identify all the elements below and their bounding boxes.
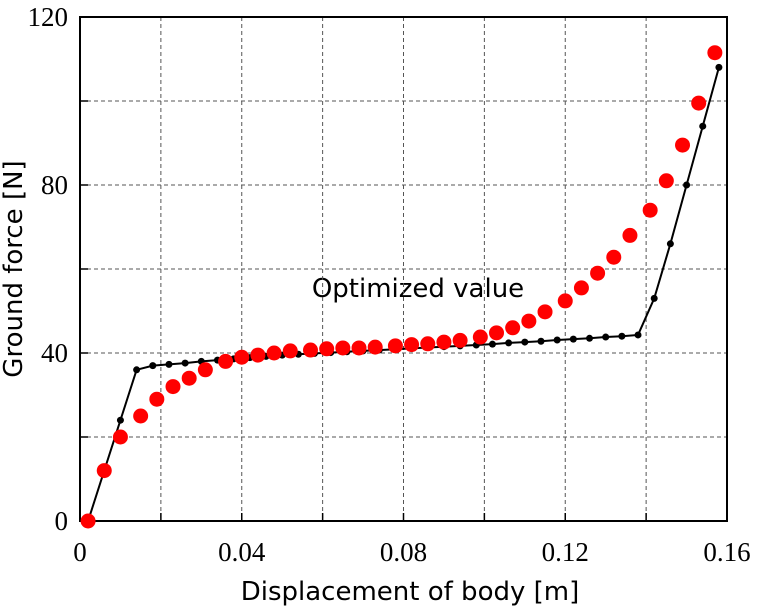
data-point: [691, 95, 707, 111]
data-point: [590, 265, 606, 281]
data-point: [488, 340, 496, 348]
x-tick-label: 0.08: [380, 537, 427, 567]
data-point: [133, 366, 141, 374]
y-tick-label: 0: [55, 506, 69, 536]
data-point: [650, 294, 658, 302]
data-point: [586, 334, 594, 342]
data-point: [489, 325, 505, 341]
data-point: [149, 391, 165, 407]
data-point: [112, 429, 128, 445]
data-point: [715, 63, 723, 71]
data-point: [452, 332, 468, 348]
data-point: [521, 313, 537, 329]
data-point: [658, 173, 674, 189]
data-point: [618, 332, 626, 340]
y-axis-label: Ground force [N]: [0, 160, 29, 377]
annotation: Optimized value: [312, 274, 524, 304]
data-point: [675, 137, 691, 153]
data-point: [80, 513, 96, 529]
data-point: [557, 293, 573, 309]
data-point: [218, 353, 234, 369]
data-point: [420, 336, 436, 352]
data-point: [250, 347, 266, 363]
y-tick-label: 80: [41, 170, 68, 200]
data-point: [642, 202, 658, 218]
data-point: [436, 334, 452, 350]
data-point: [569, 335, 577, 343]
data-point: [472, 329, 488, 345]
data-point: [96, 463, 112, 479]
data-point: [165, 379, 181, 395]
data-point: [537, 304, 553, 320]
x-tick-label: 0.16: [703, 537, 750, 567]
data-point: [387, 338, 403, 354]
data-point: [149, 362, 157, 370]
data-point: [181, 359, 189, 367]
data-point: [181, 370, 197, 386]
data-point: [116, 416, 124, 424]
data-point: [165, 360, 173, 368]
data-point: [367, 339, 383, 355]
data-point: [197, 362, 213, 378]
data-point: [699, 122, 707, 130]
data-point: [707, 45, 723, 61]
data-point: [234, 349, 250, 365]
y-tick-label: 120: [28, 2, 69, 32]
x-tick-label: 0.12: [542, 537, 589, 567]
data-point: [351, 340, 367, 356]
data-point: [505, 339, 513, 347]
plot-frame: [79, 16, 728, 522]
data-point: [634, 331, 642, 339]
x-tick-label: 0.04: [218, 537, 266, 567]
data-point: [404, 337, 420, 353]
data-point: [606, 249, 622, 265]
data-point: [133, 408, 149, 424]
data-point: [319, 341, 335, 357]
data-point: [602, 333, 610, 341]
y-tick-label: 40: [41, 338, 68, 368]
data-point: [505, 320, 521, 336]
data-point: [302, 342, 318, 358]
data-point: [521, 338, 529, 346]
data-point: [666, 240, 674, 248]
data-point: [683, 181, 691, 189]
data-point: [537, 337, 545, 345]
data-point: [622, 227, 638, 243]
data-point: [573, 280, 589, 296]
x-axis-label: Displacement of body [m]: [241, 577, 580, 607]
data-point: [335, 340, 351, 356]
data-point: [266, 345, 282, 361]
x-tick-label: 0: [73, 537, 87, 567]
data-point: [553, 336, 561, 344]
data-point: [282, 343, 298, 359]
